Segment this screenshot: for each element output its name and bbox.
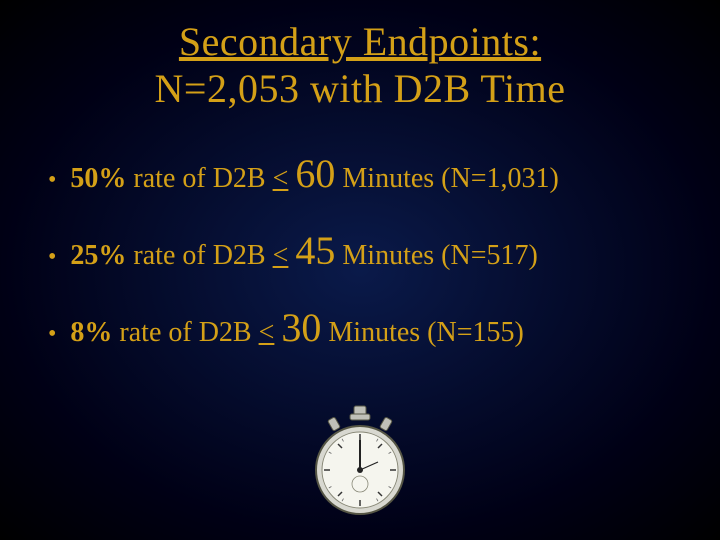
bullet-text: 8% rate of D2B < 30 Minutes (N=155) — [70, 304, 523, 351]
percent-value: 25% — [70, 240, 126, 271]
bullet-text: 50% rate of D2B < 60 Minutes (N=1,031) — [70, 150, 558, 197]
rate-text: rate of D2B — [126, 163, 272, 194]
bullet-marker: • — [48, 321, 56, 348]
bullet-list: • 50% rate of D2B < 60 Minutes (N=1,031)… — [0, 150, 720, 351]
stopwatch-icon — [312, 404, 408, 520]
bullet-marker: • — [48, 244, 56, 271]
bullet-item: • 8% rate of D2B < 30 Minutes (N=155) — [48, 304, 690, 351]
minutes-text: Minutes (N=155) — [321, 317, 523, 348]
minutes-text: Minutes (N=517) — [335, 240, 537, 271]
less-than-op: < — [273, 163, 289, 194]
bullet-item: • 25% rate of D2B < 45 Minutes (N=517) — [48, 227, 690, 274]
less-than-op: < — [273, 240, 289, 271]
bullet-marker: • — [48, 167, 56, 194]
threshold-number: 60 — [295, 151, 335, 196]
percent-value: 8% — [70, 317, 112, 348]
minutes-text: Minutes (N=1,031) — [335, 163, 558, 194]
title-line-2: N=2,053 with D2B Time — [0, 65, 720, 112]
title-block: Secondary Endpoints: N=2,053 with D2B Ti… — [0, 0, 720, 112]
threshold-number: 45 — [295, 228, 335, 273]
threshold-number: 30 — [281, 305, 321, 350]
title-line-1: Secondary Endpoints: — [0, 18, 720, 65]
bullet-item: • 50% rate of D2B < 60 Minutes (N=1,031) — [48, 150, 690, 197]
rate-text: rate of D2B — [112, 317, 258, 348]
less-than-op: < — [259, 317, 275, 348]
percent-value: 50% — [70, 163, 126, 194]
rate-text: rate of D2B — [126, 240, 272, 271]
bullet-text: 25% rate of D2B < 45 Minutes (N=517) — [70, 227, 537, 274]
